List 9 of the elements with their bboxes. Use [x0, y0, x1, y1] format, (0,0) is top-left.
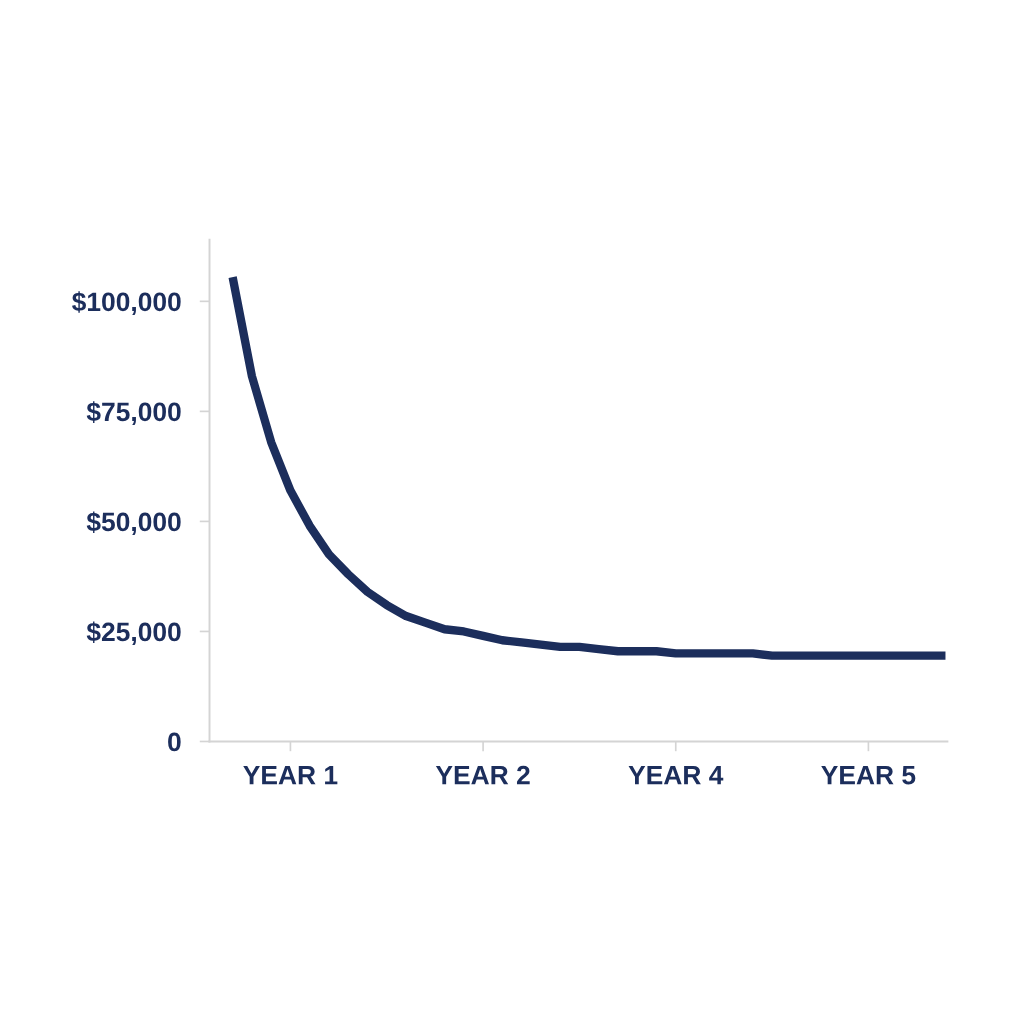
y-tick-label: $75,000: [86, 401, 181, 426]
y-tick-label: $25,000: [86, 621, 181, 646]
y-tick-label: $50,000: [86, 511, 181, 536]
y-tick-label: 0: [168, 732, 181, 752]
y-tick-label: $100,000: [72, 291, 181, 315]
x-tick-label: YEAR 4: [628, 766, 724, 785]
x-tick-label: YEAR 1: [243, 766, 338, 785]
x-tick-label: YEAR 5: [821, 766, 916, 785]
x-tick-label: YEAR 2: [435, 765, 530, 785]
